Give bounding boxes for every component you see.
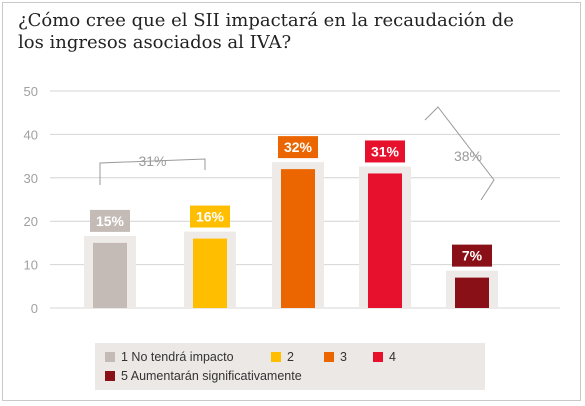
group-annotation-label: 38%	[454, 148, 482, 164]
bar	[455, 277, 489, 308]
y-tick-label: 40	[24, 127, 38, 142]
data-label-box	[278, 136, 318, 159]
legend-label-1: 1 No tendrá impacto	[121, 350, 234, 364]
legend-label-5: 5 Aumentarán significativamente	[121, 369, 302, 383]
data-label-box	[452, 244, 492, 267]
data-label: 16%	[196, 209, 225, 225]
data-label: 32%	[284, 139, 313, 155]
chart-legend: 1 No tendrá impacto 2 3 4 5 Aumentarán s…	[95, 343, 485, 390]
data-label: 31%	[371, 143, 400, 159]
data-label-box	[365, 140, 405, 163]
y-tick-label: 20	[24, 214, 38, 229]
legend-swatch-5	[105, 371, 115, 381]
y-tick-label: 30	[24, 171, 38, 186]
bar	[93, 242, 127, 308]
legend-label-2: 2	[287, 350, 294, 364]
data-label-box	[90, 209, 130, 232]
legend-item-3: 3	[324, 350, 347, 364]
chart-title: ¿Cómo cree que el SII impactará en la re…	[18, 10, 514, 53]
bar	[193, 238, 227, 308]
legend-item-5: 5 Aumentarán significativamente	[105, 369, 302, 383]
data-label: 7%	[462, 248, 483, 264]
legend-item-4: 4	[373, 350, 396, 364]
data-label-box	[190, 205, 230, 228]
legend-swatch-2	[271, 352, 281, 362]
legend-swatch-1	[105, 352, 115, 362]
y-tick-label: 50	[24, 84, 38, 99]
legend-item-1: 1 No tendrá impacto	[105, 350, 234, 364]
data-label: 15%	[96, 213, 125, 229]
bar	[368, 173, 402, 308]
group-bracket	[99, 158, 206, 185]
group-bracket	[424, 106, 495, 201]
y-tick-label: 10	[24, 258, 38, 273]
bar	[281, 169, 315, 308]
legend-item-2: 2	[271, 350, 294, 364]
group-annotation-label: 31%	[138, 153, 166, 169]
y-tick-label: 0	[31, 301, 38, 316]
legend-swatch-3	[324, 352, 334, 362]
legend-swatch-4	[373, 352, 383, 362]
legend-label-3: 3	[340, 350, 347, 364]
legend-label-4: 4	[389, 350, 396, 364]
